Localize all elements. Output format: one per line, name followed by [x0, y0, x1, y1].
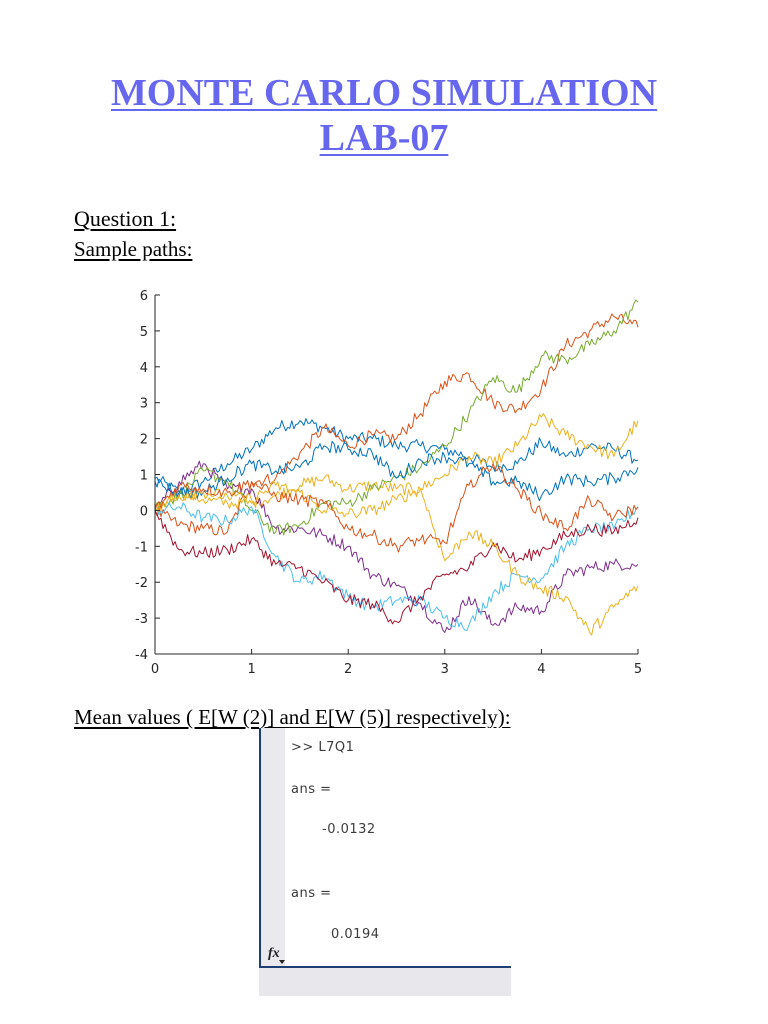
sample-path-line [154, 441, 639, 502]
sample-path-line [154, 418, 639, 495]
sample-paths-label: Sample paths: [74, 237, 193, 261]
y-tick-label: 3 [140, 397, 148, 412]
sample-path-line [154, 510, 639, 625]
y-tick-label: 0 [140, 504, 148, 519]
sample-path-line [154, 413, 639, 513]
sample-path-line [154, 463, 639, 553]
y-tick-label: -2 [135, 576, 148, 591]
x-tick-label: 5 [634, 662, 642, 677]
command-window-gutter [261, 728, 285, 966]
x-tick-label: 3 [441, 662, 449, 677]
x-tick-label: 0 [151, 662, 159, 677]
chart-axes: -4 -3 -2 -1 0 1 2 3 4 5 6 0 1 2 3 4 5 [135, 289, 642, 677]
y-tick-label: 2 [140, 433, 148, 448]
sample-path-line [154, 313, 639, 536]
answer-label-2: ans = [291, 886, 332, 901]
y-tick-label: 1 [140, 469, 148, 484]
fx-dropdown-icon[interactable] [279, 960, 285, 964]
x-tick-label: 4 [537, 662, 545, 677]
mean-values-label: Mean values ( E[W (2)] and E[W (5)] resp… [74, 705, 511, 729]
x-tick-label: 1 [247, 662, 255, 677]
command-window-pane: >> L7Q1 ans = -0.0132 ans = 0.0194 fx [259, 728, 511, 968]
fx-icon[interactable]: fx [268, 946, 280, 961]
y-tick-label: -1 [135, 540, 148, 555]
answer-value-2: 0.0194 [331, 927, 380, 942]
y-tick-label: -3 [135, 612, 148, 627]
answer-value-1: -0.0132 [322, 822, 376, 837]
sample-path-line [154, 502, 639, 631]
question-heading: Question 1: [74, 206, 177, 231]
sample-path-line [154, 480, 639, 636]
sample-paths-chart: -4 -3 -2 -1 0 1 2 3 4 5 6 0 1 2 3 4 5 [135, 289, 642, 677]
y-tick-label: -4 [135, 648, 148, 663]
y-tick-label: 6 [140, 289, 148, 304]
answer-label-1: ans = [291, 782, 332, 797]
chart-series-group [154, 299, 639, 636]
document-subtitle: LAB-07 [319, 117, 449, 159]
command-line: >> L7Q1 [291, 740, 355, 755]
x-tick-label: 2 [344, 662, 352, 677]
command-window-screenshot: >> L7Q1 ans = -0.0132 ans = 0.0194 fx [259, 728, 511, 996]
y-tick-label: 4 [140, 361, 148, 376]
document-title: MONTE CARLO SIMULATION [110, 72, 658, 114]
y-tick-label: 5 [140, 325, 148, 340]
